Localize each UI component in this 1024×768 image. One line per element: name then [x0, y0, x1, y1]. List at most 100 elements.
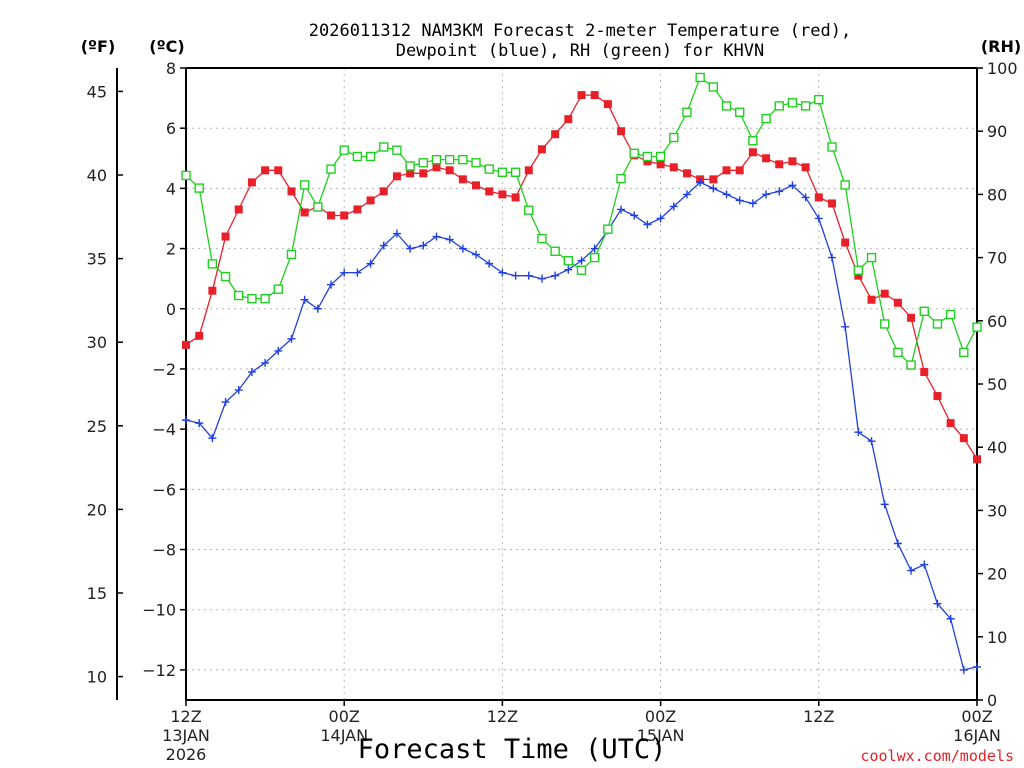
dewpoint-point [630, 211, 639, 220]
temperature-point [458, 175, 467, 184]
chart-title-line2: Dewpoint (blue), RH (green) for KHVN [396, 41, 764, 61]
dewpoint-point [669, 202, 678, 211]
credit-link[interactable]: coolwx.com/models [860, 747, 1014, 765]
dewpoint-point [854, 428, 863, 437]
rh-point [708, 82, 719, 92]
dewpoint-point [247, 367, 256, 376]
rh-point [207, 259, 218, 269]
rh-point [497, 167, 508, 177]
temperature-point [801, 163, 810, 172]
temperature-point [287, 187, 296, 196]
temperature-point [432, 163, 441, 172]
rh-point [629, 148, 639, 159]
dewpoint-point [537, 274, 546, 283]
rh-point [352, 151, 363, 162]
rh-point [840, 180, 850, 190]
rh-point [524, 205, 534, 215]
rh-point [932, 319, 943, 329]
rh-point [484, 164, 494, 174]
temperature-point [340, 211, 349, 220]
rh-point [339, 145, 349, 155]
temperature-point [682, 169, 691, 178]
rh-point [537, 233, 547, 244]
celsius-tick-label: −2 [152, 360, 176, 379]
rh-point [603, 224, 613, 234]
temperature-point [933, 392, 942, 401]
temperature-point [577, 91, 586, 100]
temperature-point [234, 205, 243, 214]
dewpoint-point [920, 560, 929, 569]
fahrenheit-tick-label: 30 [87, 333, 107, 352]
temperature-point [300, 208, 309, 217]
dewpoint-point [551, 271, 560, 280]
temperature-point [472, 181, 481, 190]
time-tick-label: 15JAN [637, 726, 685, 745]
fahrenheit-tick-label: 20 [87, 500, 107, 519]
temperature-series [182, 91, 981, 464]
rh-point [669, 132, 679, 143]
x-axis-title: Forecast Time (UTC) [358, 734, 667, 765]
celsius-axis-ticks: 8 6 4 2 0 −2 −4 −6 −8 −10 −12 [142, 59, 186, 680]
temperature-point [419, 169, 428, 178]
dewpoint-point [643, 220, 652, 229]
rh-point [405, 161, 415, 171]
rh-point [458, 154, 468, 165]
dewpoint-point [788, 181, 797, 190]
time-tick-label: 12Z [170, 707, 201, 726]
rh-tick-label: 50 [987, 375, 1007, 394]
fahrenheit-tick-label: 40 [87, 166, 107, 185]
rh-point [827, 142, 837, 152]
rh-point [814, 94, 824, 105]
time-tick-label: 00Z [961, 707, 992, 726]
rh-point [234, 290, 244, 301]
fahrenheit-tick-label: 35 [87, 250, 107, 269]
dewpoint-point [775, 187, 784, 196]
data-series [181, 72, 982, 674]
temperature-point [406, 169, 415, 178]
fahrenheit-tick-label: 25 [87, 417, 107, 436]
dewpoint-point [511, 271, 520, 280]
temperature-point [973, 455, 981, 464]
rh-tick-label: 90 [987, 122, 1007, 141]
rh-tick-label: 60 [987, 312, 1007, 331]
dewpoint-point [946, 614, 955, 623]
temperature-point [392, 172, 401, 181]
rh-point [418, 158, 428, 168]
temperature-point [498, 190, 507, 199]
time-tick-label: 14JAN [320, 726, 368, 745]
dewpoint-point [656, 214, 665, 223]
dewpoint-point [801, 193, 810, 202]
rh-point [471, 158, 481, 168]
celsius-unit-label: (ºC) [149, 37, 184, 56]
rh-point [748, 135, 758, 146]
temperature-point [867, 295, 876, 304]
fahrenheit-axis-ticks: 45 40 35 30 25 20 15 10 [87, 82, 123, 687]
dewpoint-point [867, 437, 876, 446]
dewpoint-point [195, 419, 204, 428]
dewpoint-point [274, 346, 283, 355]
temperature-point [208, 286, 217, 295]
rh-point [392, 145, 402, 155]
rh-tick-label: 20 [987, 565, 1007, 584]
rh-point [299, 180, 310, 190]
rh-tick-label: 30 [987, 501, 1007, 520]
rh-point [576, 265, 587, 275]
dewpoint-point [973, 662, 981, 671]
dewpoint-point [814, 214, 823, 223]
rh-point [444, 154, 455, 165]
temperature-point [643, 157, 652, 166]
temperature-point [524, 166, 533, 175]
celsius-tick-label: −12 [142, 661, 176, 680]
dewpoint-series [182, 178, 981, 674]
temperature-point [880, 289, 889, 298]
temperature-point [920, 367, 929, 376]
temperature-point [762, 154, 771, 163]
dewpoint-point [524, 271, 533, 280]
time-tick-label: 2026 [166, 745, 207, 764]
rh-point [774, 101, 784, 111]
temperature-point [735, 166, 744, 175]
time-tick-label: 13JAN [162, 726, 210, 745]
rh-tick-label: 40 [987, 438, 1007, 457]
